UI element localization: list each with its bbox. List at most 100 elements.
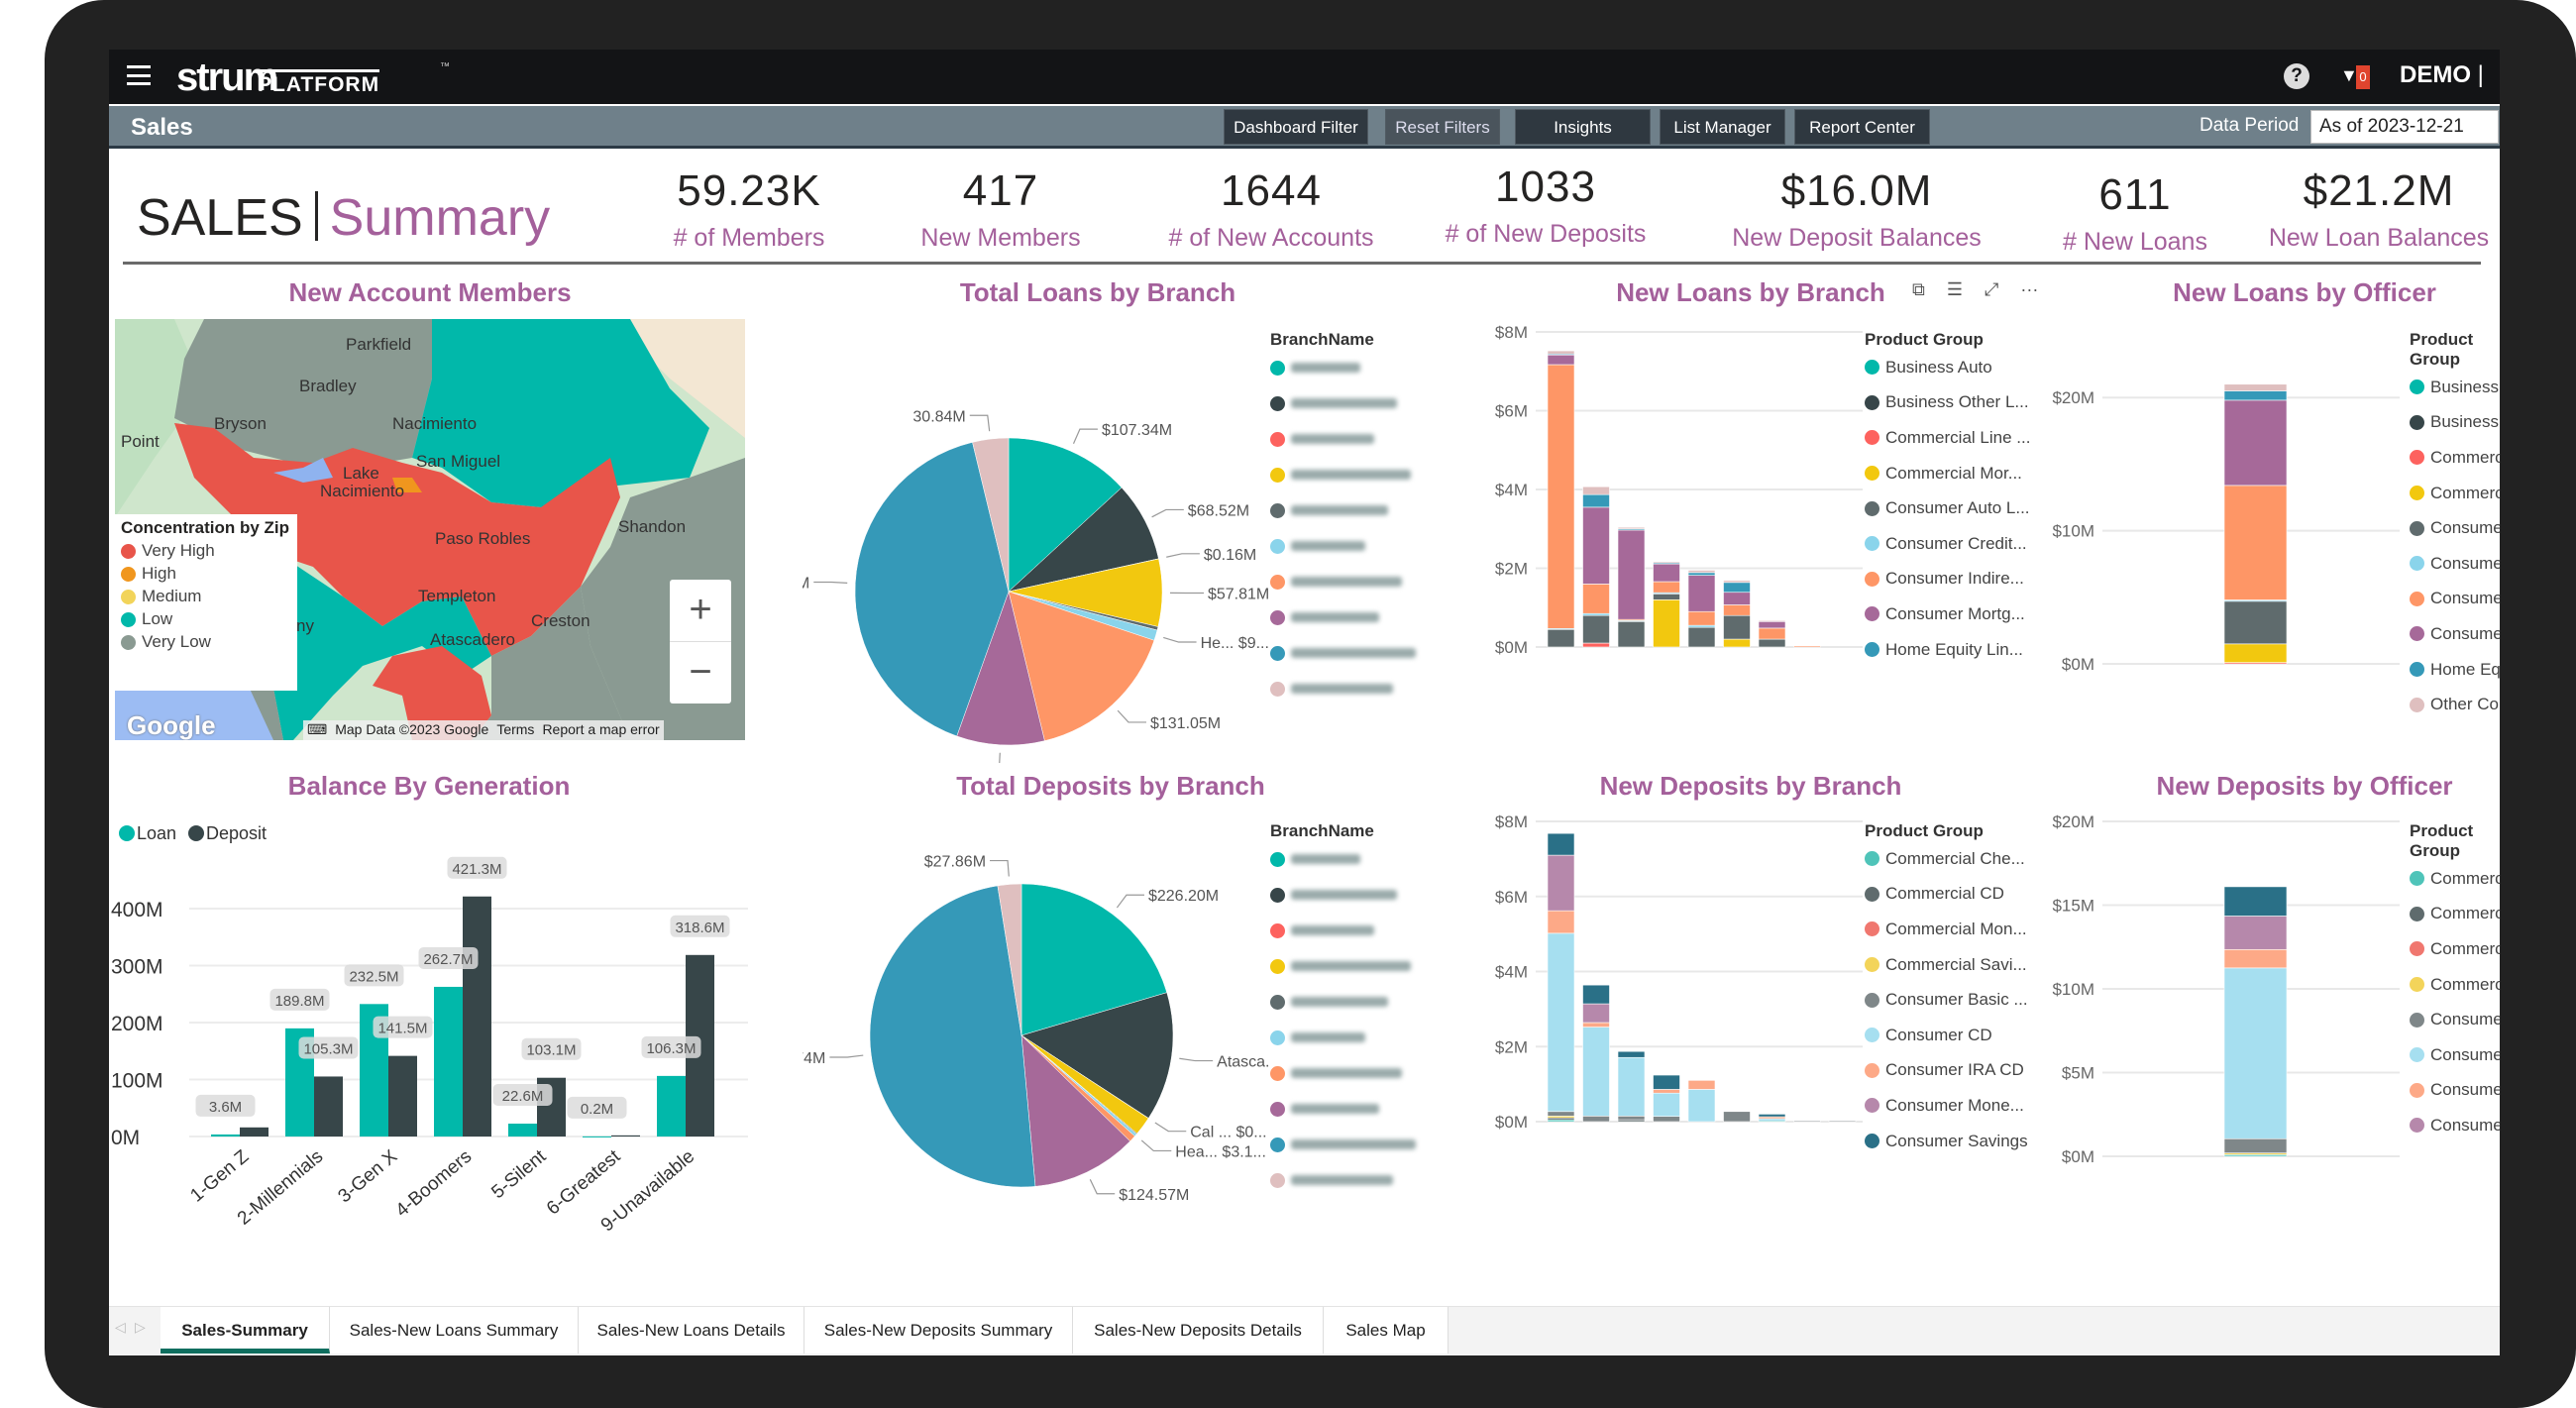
data-label: 103.1M xyxy=(526,1042,576,1059)
legend-item[interactable] xyxy=(1270,492,1416,528)
legend-item[interactable]: Home Equity Lin... xyxy=(2410,652,2500,688)
legend-item[interactable] xyxy=(1270,948,1416,984)
legend-item[interactable]: Commercial Line ... xyxy=(1865,420,2030,456)
legend-item[interactable]: Consumer Indire... xyxy=(2410,582,2500,617)
pin-icon[interactable]: ⧉ xyxy=(1912,279,1925,299)
legend-item[interactable] xyxy=(1270,635,1416,671)
legend-item[interactable]: Commercial Mor... xyxy=(1865,456,2030,491)
legend-item[interactable]: Commercial Mon... xyxy=(2410,931,2500,967)
stacked-bar-new-loans-officer[interactable]: $0M $10M $20M xyxy=(2021,317,2408,684)
legend-item[interactable]: Commercial Che... xyxy=(2410,861,2500,897)
legend-item[interactable] xyxy=(1270,913,1416,948)
tab-sales-new-deposits-details[interactable]: Sales-New Deposits Details xyxy=(1073,1307,1324,1354)
map-legend-item[interactable]: Low xyxy=(121,609,291,629)
legend-item[interactable]: Consumer Savings xyxy=(1865,1124,2028,1159)
user-menu[interactable]: DEMO | xyxy=(2400,61,2484,89)
legend-item[interactable]: Consumer Credit... xyxy=(1865,526,2030,562)
legend-item[interactable] xyxy=(1270,841,1416,877)
map-legend-item[interactable]: Medium xyxy=(121,587,291,606)
legend-item[interactable]: Consumer Credit... xyxy=(2410,546,2500,582)
legend-item[interactable]: Commercial Savi... xyxy=(2410,967,2500,1003)
map-legend-item[interactable]: Very High xyxy=(121,541,291,561)
legend-item[interactable]: Consumer Mortg... xyxy=(1865,596,2030,632)
legend-item[interactable]: Consumer IRA CD xyxy=(1865,1053,2028,1089)
legend-item[interactable] xyxy=(1270,528,1416,564)
tab-sales-summary[interactable]: Sales-Summary xyxy=(161,1307,330,1354)
map-legend-item[interactable]: Very Low xyxy=(121,632,291,652)
legend-item[interactable]: Consumer Indire... xyxy=(1865,562,2030,597)
legend-item[interactable]: Consumer Mortg... xyxy=(2410,616,2500,652)
legend-item[interactable] xyxy=(1270,421,1416,457)
legend-item[interactable]: Consumer Mone... xyxy=(1865,1088,2028,1124)
help-icon[interactable]: ? xyxy=(2284,63,2309,89)
legend-item[interactable]: Commercial CD xyxy=(2410,897,2500,932)
legend-item[interactable]: Commercial Line ... xyxy=(2410,440,2500,476)
filter-icon[interactable]: ☰ xyxy=(1946,279,1963,299)
zoom-out-button[interactable]: − xyxy=(670,641,731,703)
legend-item[interactable]: Commercial Savi... xyxy=(1865,947,2028,983)
stacked-bar-new-deposits-officer[interactable]: $0M $5M $10M $15M $20M xyxy=(2021,812,2408,1179)
zoom-in-button[interactable]: + xyxy=(689,588,712,631)
keyboard-icon[interactable]: ⌨ xyxy=(307,721,328,737)
tab-next-button[interactable]: ▷ xyxy=(135,1319,146,1335)
stacked-bar-new-loans-branch[interactable]: $0M $2M $4M $6M $8M xyxy=(1466,317,1863,684)
legend-item[interactable]: Commercial Mon... xyxy=(1865,912,2028,947)
legend-item[interactable] xyxy=(1270,564,1416,599)
legend-item[interactable]: Commercial CD xyxy=(1865,877,2028,913)
legend-item[interactable]: Consumer CD xyxy=(2410,1037,2500,1073)
legend-item[interactable]: Consumer Auto L... xyxy=(2410,510,2500,546)
tab-sales-new-loans-details[interactable]: Sales-New Loans Details xyxy=(579,1307,805,1354)
insights-button[interactable]: Insights xyxy=(1515,109,1651,145)
pie-chart-total-loans[interactable]: $107.34M $68.52M $0.16M $57.81M He... $9....… xyxy=(803,317,1268,763)
legend-item[interactable] xyxy=(1270,385,1416,421)
legend-item[interactable]: Consumer Mone... xyxy=(2410,1108,2500,1143)
legend-item[interactable]: Consumer CD xyxy=(1865,1018,2028,1053)
map-visual[interactable]: Parkfield Bradley Bryson Nacimiento Poin… xyxy=(115,319,745,740)
legend-item[interactable]: Consumer Auto L... xyxy=(1865,490,2030,526)
legend-item[interactable]: Commercial Mor... xyxy=(2410,476,2500,511)
menu-icon[interactable] xyxy=(127,65,151,85)
legend-item[interactable] xyxy=(1270,1091,1416,1127)
tab-sales-new-loans-summary[interactable]: Sales-New Loans Summary xyxy=(330,1307,579,1354)
legend-item[interactable] xyxy=(1270,1162,1416,1198)
legend-item[interactable]: Business Auto xyxy=(2410,370,2500,405)
more-icon[interactable]: ··· xyxy=(2020,279,2039,299)
legend-item[interactable] xyxy=(1270,984,1416,1020)
legend-item[interactable] xyxy=(1270,599,1416,635)
legend-item[interactable]: Consumer IRA CD xyxy=(2410,1073,2500,1109)
legend-item[interactable]: Consumer Basic ... xyxy=(2410,1002,2500,1037)
list-manager-button[interactable]: List Manager xyxy=(1660,109,1785,145)
legend-item[interactable]: Business Other L... xyxy=(1865,385,2030,421)
terms-link[interactable]: Terms xyxy=(496,721,535,737)
pie-chart-total-deposits[interactable]: $226.20M Atasca... $152.2... Cal ... $0...… xyxy=(803,812,1268,1258)
legend-item[interactable] xyxy=(1270,1020,1416,1055)
tab-sales-new-deposits-summary[interactable]: Sales-New Deposits Summary xyxy=(805,1307,1073,1354)
legend-item[interactable]: Commercial Che... xyxy=(1865,841,2028,877)
filter-count-badge[interactable]: 0 xyxy=(2356,65,2370,89)
tab-prev-button[interactable]: ◁ xyxy=(115,1319,126,1335)
tab-sales-map[interactable]: Sales Map xyxy=(1324,1307,1449,1354)
dashboard-filter-button[interactable]: Dashboard Filter xyxy=(1224,109,1368,145)
map-legend-item[interactable]: High xyxy=(121,564,291,584)
focus-icon[interactable]: ⤢ xyxy=(1985,279,1999,299)
legend-item[interactable]: Home Equity Lin... xyxy=(1865,632,2030,668)
legend-item[interactable] xyxy=(1270,671,1416,706)
legend-item[interactable] xyxy=(1270,877,1416,913)
legend-item[interactable]: Consumer Basic ... xyxy=(1865,982,2028,1018)
report-map-error-link[interactable]: Report a map error xyxy=(542,721,660,737)
filter-icon[interactable]: ▼ xyxy=(2340,65,2358,85)
legend-label: Commercial Savi... xyxy=(1885,954,2027,974)
legend-label: Consumer Basic ... xyxy=(1885,990,2028,1010)
legend-item[interactable]: Business Other L... xyxy=(2410,405,2500,441)
legend-item[interactable] xyxy=(1270,1055,1416,1091)
stacked-bar-new-deposits-branch[interactable]: $0M $2M $4M $6M $8M xyxy=(1466,812,1863,1179)
report-center-button[interactable]: Report Center xyxy=(1794,109,1930,145)
reset-filters-button[interactable]: Reset Filters xyxy=(1385,109,1500,145)
data-period-select[interactable]: As of 2023-12-21 xyxy=(2310,110,2499,144)
legend-item[interactable] xyxy=(1270,1127,1416,1162)
legend-item[interactable]: Other Consumer xyxy=(2410,687,2500,722)
legend-item[interactable]: Business Auto xyxy=(1865,350,2030,385)
legend-item[interactable] xyxy=(1270,350,1416,385)
legend-item[interactable] xyxy=(1270,457,1416,492)
